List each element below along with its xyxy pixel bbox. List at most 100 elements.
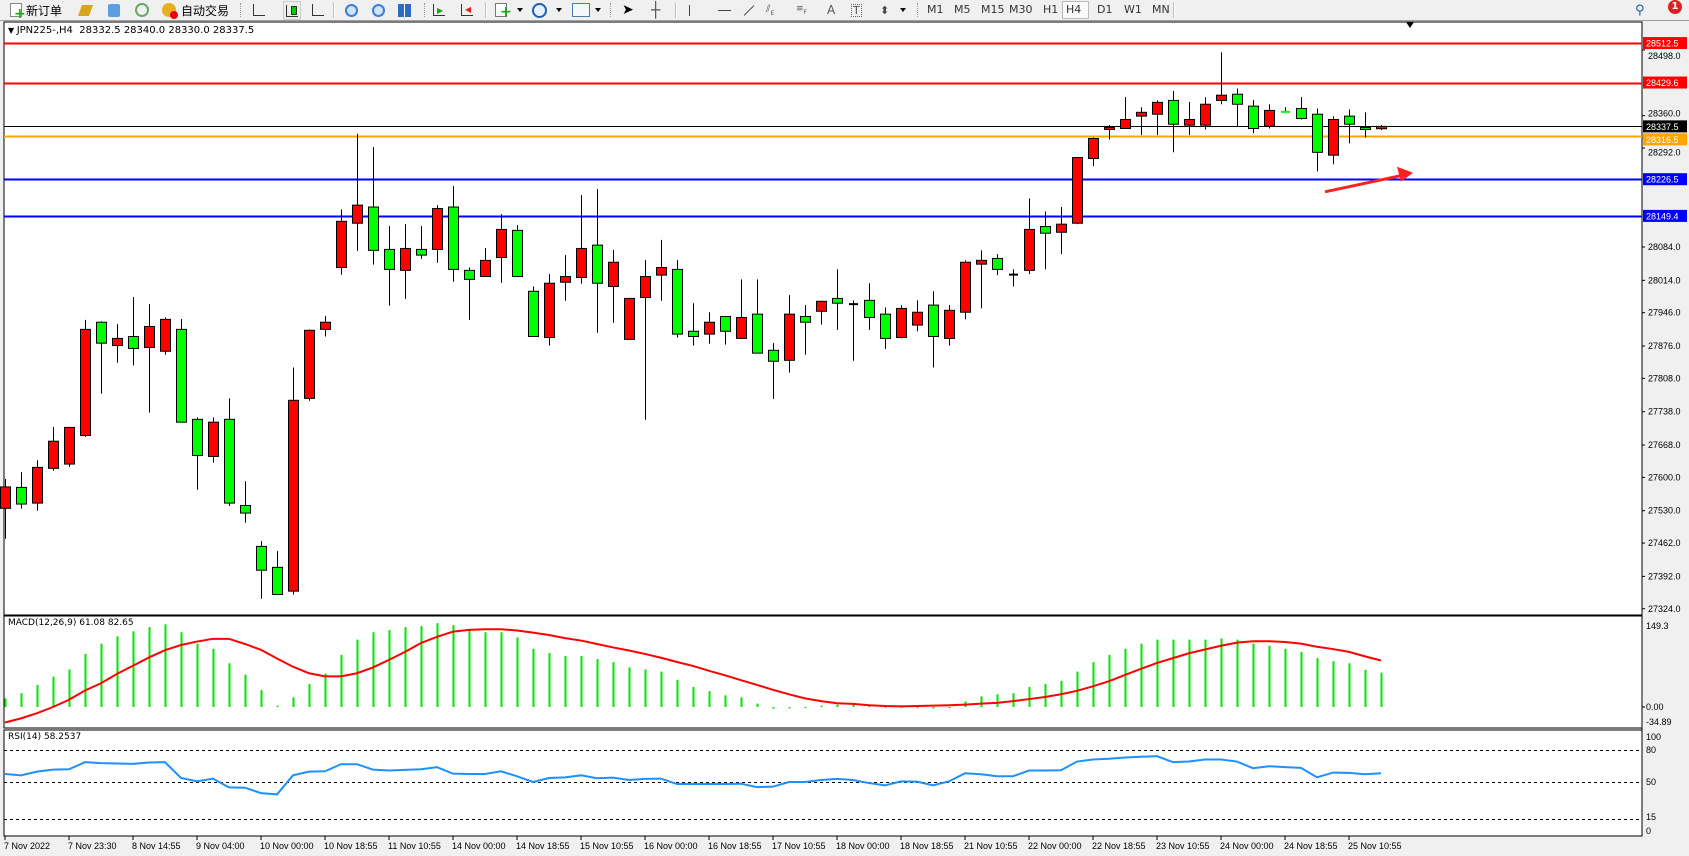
price-tick-label: 27946.0 [1648,308,1681,318]
candle-body [976,259,987,265]
auto-scroll-button[interactable]: ◀ [461,2,473,18]
bar-chart-button[interactable] [253,2,265,18]
tile-windows-button[interactable] [398,2,411,18]
arrows-dropdown[interactable] [900,8,906,12]
signal-icon [135,3,149,17]
toolbar-grip[interactable] [424,3,427,17]
candle-body [192,418,203,456]
new-order-button[interactable]: + 新订单 [10,2,62,21]
time-tick-label: 11 Nov 10:55 [388,841,441,851]
level-price-tag [1643,173,1687,186]
time-tick-label: 16 Nov 00:00 [644,841,698,851]
chart-shift-button[interactable]: ▶ [433,2,445,18]
timeframe-h4[interactable]: H4 [1062,1,1089,19]
text-button[interactable]: A [827,2,835,18]
candle-body [1056,223,1067,233]
time-tick-label: 22 Nov 00:00 [1028,841,1082,851]
timeframe-h1[interactable]: H1 [1043,3,1059,16]
macd-histogram-bar [580,656,583,707]
macd-panel [3,615,1643,729]
candle-body [208,421,219,457]
candle-body [608,261,619,288]
time-tick-label: 16 Nov 18:55 [708,841,762,851]
templates-dropdown[interactable] [595,8,601,12]
search-button[interactable]: ⚲ [1635,2,1645,18]
notification-badge[interactable]: 1 [1668,0,1682,14]
signals-button[interactable] [135,2,149,18]
candle [576,195,587,284]
macd-histogram-bar [564,656,567,707]
price-tick-label: 28292.0 [1648,147,1681,157]
candle-body [656,266,667,276]
timeframe-m1[interactable]: M1 [927,3,944,16]
cursor-button[interactable]: ➤ [622,2,634,18]
candle-body [48,440,59,469]
toolbar-grip[interactable] [917,3,920,17]
rsi-tick-label: 0 [1646,826,1651,836]
channel-button[interactable]: ⫽E [766,2,774,18]
crosshair-button[interactable]: ┼ [651,1,660,19]
timeframe-d1[interactable]: D1 [1097,3,1113,16]
candle-body [272,566,283,595]
text-label-button[interactable]: T [851,2,862,18]
toolbar-grip[interactable] [240,3,243,17]
indicators-button[interactable]: + [495,2,512,19]
timeframe-m5[interactable]: M5 [954,3,971,16]
candle [448,186,459,282]
price-tick-label: 27324.0 [1648,604,1681,614]
macd-histogram-bar [1044,683,1047,707]
candle [32,460,43,511]
auto-trading-button[interactable]: 自动交易 [162,2,229,19]
candle-body [864,299,875,318]
macd-tick-label: 149.3 [1646,621,1669,631]
timeframe-mn[interactable]: MN [1152,3,1170,16]
candle-body [1216,94,1227,101]
macd-histogram-bar [324,673,327,707]
text-label-icon: T [851,3,862,17]
macd-histogram-bar [644,669,647,707]
indicators-dropdown[interactable] [517,8,523,12]
price-tick-label: 27462.0 [1648,538,1681,548]
candlestick-button[interactable] [283,1,301,20]
vertical-line-button[interactable] [689,2,690,18]
toolbar-separator [675,2,677,18]
horizontal-line-button[interactable] [718,2,731,18]
arrows-button[interactable]: ⬍ [880,2,889,18]
candle [1360,112,1371,138]
level-price-tag [1643,120,1687,133]
macd-histogram-bar [420,626,423,707]
navigator-button[interactable] [108,2,120,18]
candle [768,343,779,399]
timeframe-m30[interactable]: M30 [1009,3,1033,16]
candle [672,259,683,338]
candle [0,478,11,539]
candle [176,318,187,423]
candle [1376,125,1387,130]
candle [720,316,731,345]
toolbar-grip[interactable] [610,3,613,17]
zoom-out-button[interactable] [372,2,385,18]
zoom-in-button[interactable] [345,2,358,18]
candle [944,305,955,346]
templates-button[interactable] [572,2,590,18]
candle-body [816,300,827,312]
time-tick-label: 18 Nov 18:55 [900,841,954,851]
tile-windows-icon [398,3,411,17]
price-tick-label: 27600.0 [1648,472,1681,482]
macd-histogram-bar [308,683,311,707]
timeframe-w1[interactable]: W1 [1124,3,1142,16]
candle-body [784,313,795,361]
macd-histogram-bar [1364,669,1367,707]
candle-body [880,313,891,339]
candle [1136,107,1147,136]
fibonacci-button[interactable]: ≡F [796,2,807,18]
periods-dropdown[interactable] [556,8,562,12]
candle-body [720,316,731,332]
price-tick-label: 27530.0 [1648,506,1681,516]
timeframe-m15[interactable]: M15 [981,3,1005,16]
macd-histogram-bar [244,674,247,707]
periods-button[interactable] [532,2,547,18]
candle [432,205,443,263]
line-chart-button[interactable] [312,2,324,18]
